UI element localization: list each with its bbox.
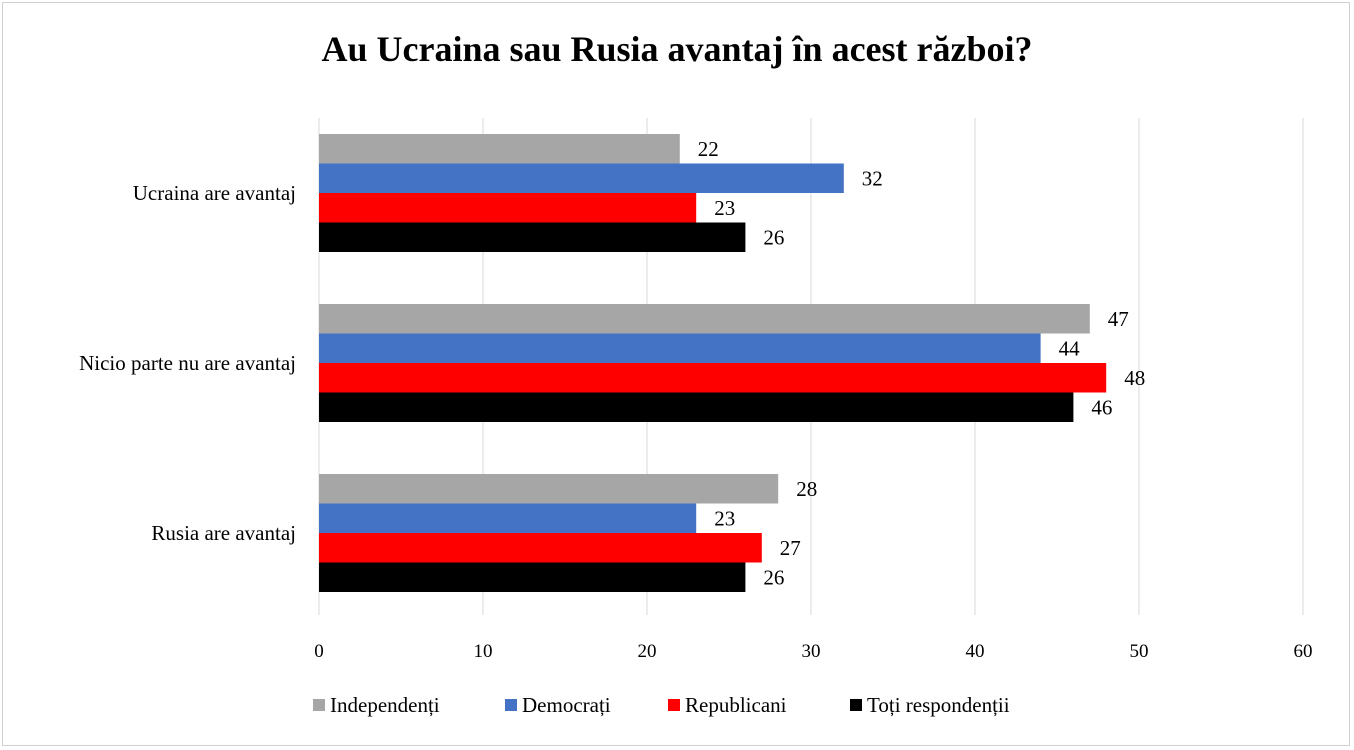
category-label: Rusia are avantaj [151, 521, 296, 545]
x-tick-label: 20 [638, 641, 657, 662]
bar [319, 134, 680, 164]
bar [319, 193, 697, 223]
bar [319, 392, 1074, 422]
category-label: Nicio parte nu are avantaj [79, 351, 296, 375]
data-label: 32 [862, 166, 883, 190]
data-label: 26 [763, 565, 784, 589]
legend: Independenți Democrați Republicani Toți res… [313, 693, 1010, 717]
legend-label: Toți respondenții [867, 693, 1010, 717]
data-label: 27 [780, 536, 801, 560]
x-tick-label: 30 [802, 641, 821, 662]
data-label: 22 [698, 137, 719, 161]
x-tick-label: 0 [314, 641, 324, 662]
data-label: 48 [1124, 366, 1145, 390]
value-labels: 22 32 23 26 47 44 48 46 28 23 27 26 [698, 137, 1145, 590]
legend-label: Republicani [685, 693, 787, 717]
data-label: 23 [714, 196, 735, 220]
data-label: 28 [796, 477, 817, 501]
x-tick-label: 10 [474, 641, 493, 662]
chart-title: Au Ucraina sau Rusia avantaj în acest ră… [321, 29, 1033, 69]
bar [319, 474, 779, 504]
bar [319, 562, 746, 592]
data-label: 46 [1091, 395, 1112, 419]
legend-label: Democrați [522, 693, 611, 717]
x-tick-label: 50 [1130, 641, 1149, 662]
bar [319, 304, 1090, 334]
data-label: 23 [714, 506, 735, 530]
bar [319, 503, 697, 533]
bar [319, 222, 746, 252]
bars [319, 134, 1107, 592]
x-tick-label: 40 [966, 641, 985, 662]
legend-label: Independenți [330, 693, 440, 717]
bar [319, 533, 762, 563]
x-axis-ticks: 0 10 20 30 40 50 60 [314, 641, 1312, 662]
x-tick-label: 60 [1294, 641, 1313, 662]
legend-swatch [850, 699, 862, 711]
legend-swatch [668, 699, 680, 711]
category-label: Ucraina are avantaj [133, 181, 296, 205]
data-label: 26 [763, 225, 784, 249]
bar [319, 363, 1107, 393]
category-labels: Ucraina are avantaj Nicio parte nu are av… [79, 181, 296, 545]
data-label: 47 [1108, 307, 1129, 331]
data-label: 44 [1059, 336, 1081, 360]
bar [319, 333, 1041, 363]
bar [319, 163, 844, 193]
legend-swatch [313, 699, 325, 711]
legend-swatch [505, 699, 517, 711]
